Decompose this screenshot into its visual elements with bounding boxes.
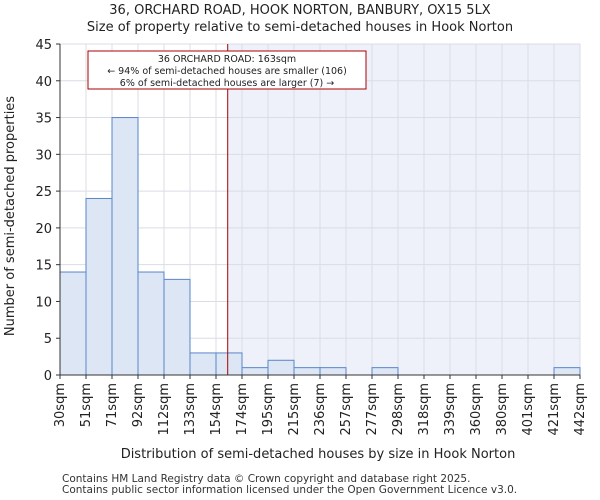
histogram-bar [371, 367, 399, 376]
y-tick-label: 0 [44, 369, 52, 384]
x-tick-label: 442sqm [573, 383, 588, 436]
histogram-bar [241, 367, 269, 376]
y-tick-label: 25 [35, 185, 52, 200]
y-tick-label: 30 [35, 148, 52, 163]
annotation-line-3: 6% of semi-detached houses are larger (7… [120, 78, 334, 89]
x-axis-label: Distribution of semi-detached houses by … [121, 447, 516, 462]
annotation-line-2: ← 94% of semi-detached houses are smalle… [107, 66, 347, 77]
x-tick-label: 92sqm [131, 383, 146, 427]
x-tick-label: 236sqm [313, 383, 328, 436]
chart-title: 36, ORCHARD ROAD, HOOK NORTON, BANBURY, … [109, 3, 491, 18]
histogram-bar [111, 117, 139, 376]
y-tick-label: 15 [35, 259, 52, 274]
x-tick-label: 51sqm [79, 383, 94, 427]
x-tick-label: 277sqm [365, 383, 380, 436]
x-tick-label: 401sqm [521, 383, 536, 436]
x-tick-label: 380sqm [495, 383, 510, 436]
x-tick-label: 215sqm [287, 383, 302, 436]
y-tick-label: 35 [35, 112, 52, 127]
chart-subtitle: Size of property relative to semi-detach… [86, 20, 514, 35]
x-tick-label: 71sqm [105, 383, 120, 427]
x-tick-label: 174sqm [235, 383, 250, 436]
x-tick-label: 195sqm [261, 383, 276, 436]
annotation-box: 36 ORCHARD ROAD: 163sqm ← 94% of semi-de… [87, 50, 367, 90]
x-tick-label: 154sqm [209, 383, 224, 436]
x-tick-label: 257sqm [339, 383, 354, 436]
histogram-bar [59, 271, 87, 376]
histogram-bar [267, 359, 295, 376]
attribution-line-2: Contains public sector information licen… [62, 484, 518, 496]
larger-region-shade [227, 44, 580, 375]
attribution-line-1: Contains HM Land Registry data © Crown c… [62, 473, 471, 485]
x-tick-label: 339sqm [443, 383, 458, 436]
histogram-bar [553, 367, 581, 376]
y-tick-label: 45 [35, 38, 52, 53]
histogram-bar [163, 278, 191, 376]
y-tick-label: 10 [35, 295, 52, 310]
annotation-line-1: 36 ORCHARD ROAD: 163sqm [158, 54, 296, 65]
histogram-bar [293, 367, 321, 376]
histogram-bar [319, 367, 347, 376]
histogram-bar [137, 271, 165, 376]
y-axis-label: Number of semi-detached properties [3, 96, 18, 336]
histogram-bar [215, 352, 243, 376]
x-tick-label: 318sqm [417, 383, 432, 436]
x-tick-label: 360sqm [469, 383, 484, 436]
y-tick-label: 20 [35, 222, 52, 237]
histogram-bar [85, 197, 113, 376]
histogram-bar [189, 352, 217, 376]
x-tick-label: 298sqm [391, 383, 406, 436]
x-tick-label: 112sqm [157, 383, 172, 436]
y-tick-label: 40 [35, 75, 52, 90]
x-tick-label: 421sqm [547, 383, 562, 436]
x-tick-label: 133sqm [183, 383, 198, 436]
x-tick-label: 30sqm [53, 383, 68, 427]
y-tick-label: 5 [44, 332, 52, 347]
